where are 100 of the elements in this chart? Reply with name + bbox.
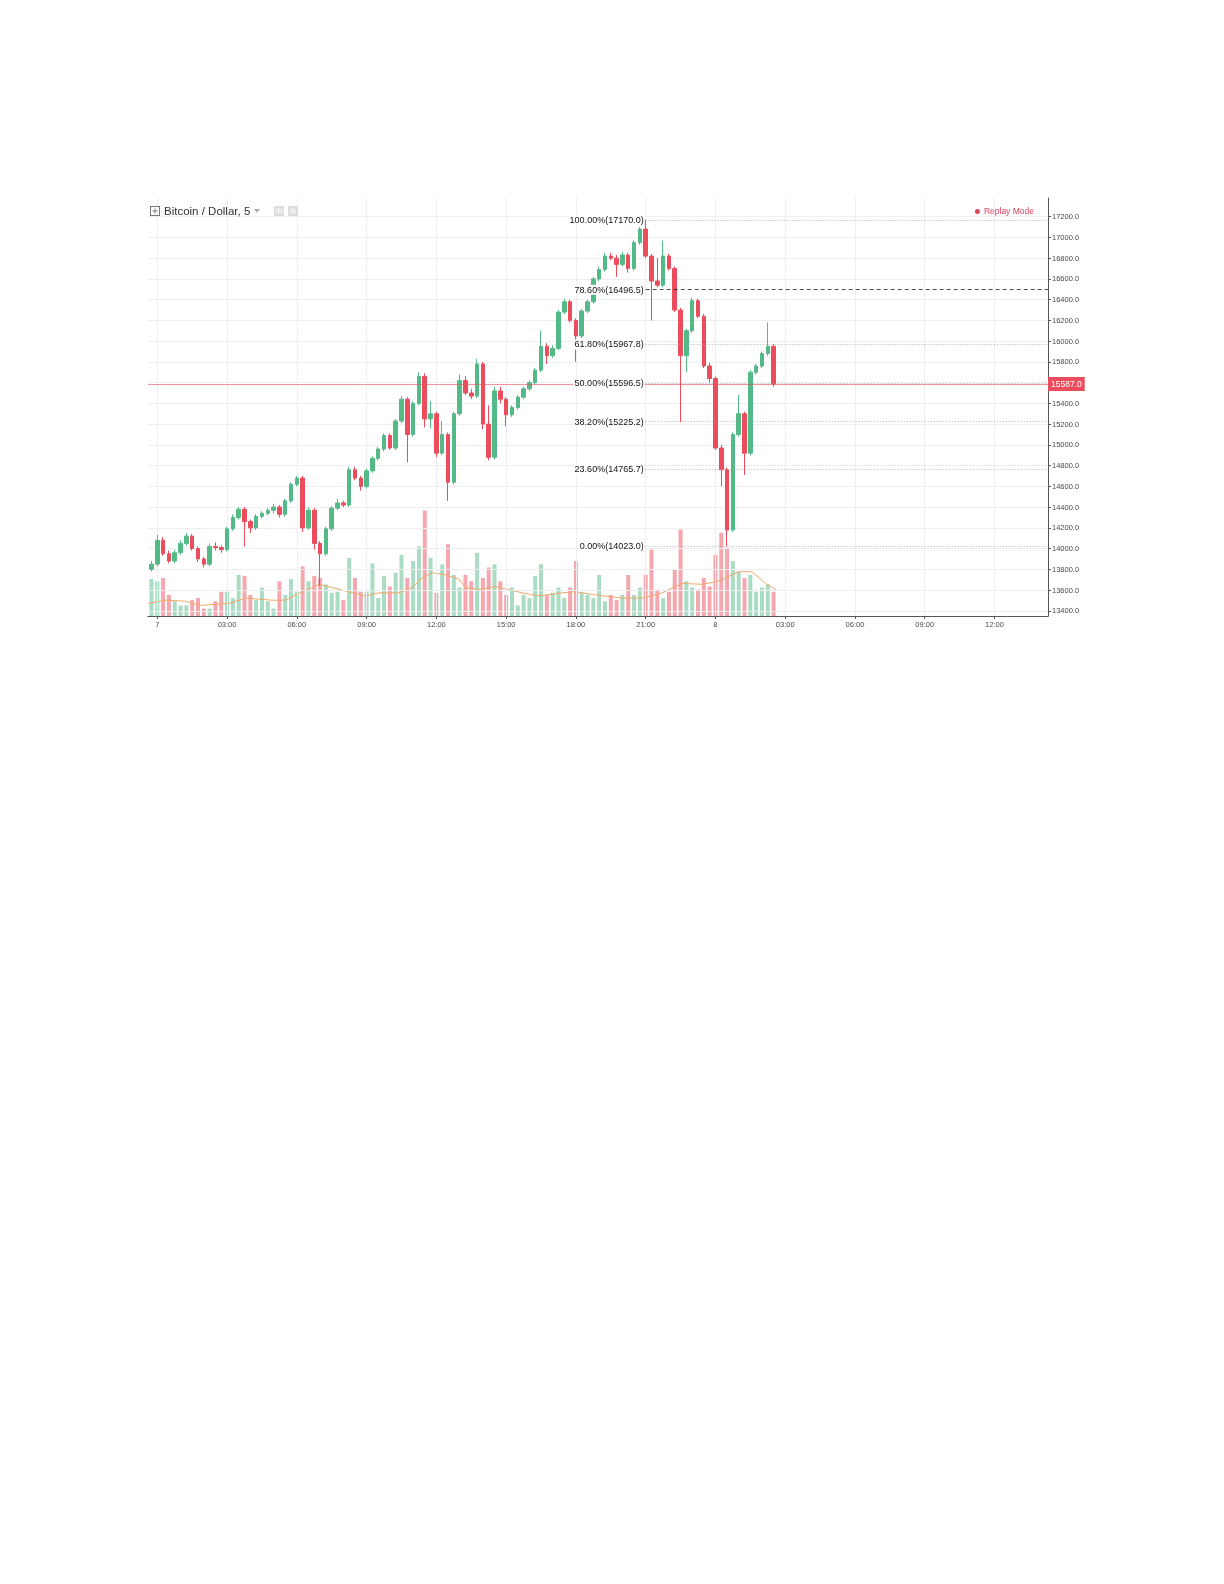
bar [533, 575, 538, 616]
ref-line-label: 23.60%(14765.7) [574, 464, 644, 475]
bar [469, 581, 474, 616]
candlestick [196, 546, 200, 563]
candlestick [161, 536, 165, 557]
candlestick [620, 251, 625, 267]
candlestick [405, 396, 410, 463]
bar [347, 558, 352, 616]
ref-line-label: 38.20%(15225.2) [574, 416, 644, 427]
bar [562, 598, 567, 616]
candlestick [382, 432, 386, 452]
bar [492, 564, 497, 616]
bar [440, 564, 445, 616]
candlestick [510, 404, 514, 418]
bar [352, 578, 357, 616]
candlestick [638, 226, 642, 246]
bar [329, 592, 334, 616]
ref-line-label: 50.00%(15596.5) [574, 377, 644, 388]
bar [312, 575, 317, 616]
bar [597, 574, 602, 616]
candlestick [545, 342, 549, 365]
bar [719, 532, 724, 616]
candlestick [417, 371, 421, 406]
candlestick [225, 526, 229, 553]
bar [387, 586, 392, 616]
candlestick [603, 252, 607, 273]
candlestick [347, 466, 351, 508]
bar [480, 578, 485, 616]
ref-line-label: 78.60%(16496.5) [574, 284, 644, 295]
candlestick [289, 481, 293, 504]
candlestick [440, 420, 444, 456]
candlestick [742, 411, 747, 476]
bar [602, 601, 607, 616]
candlestick [568, 299, 572, 323]
candlestick [492, 386, 497, 460]
bar [742, 578, 747, 616]
candlestick [190, 533, 194, 552]
bar [690, 587, 695, 616]
candlestick [277, 504, 282, 518]
candlestick [359, 475, 363, 491]
bar [684, 581, 689, 616]
ref-line-label: 0.00%(14023.0) [579, 541, 644, 552]
bar [335, 591, 340, 616]
bar [701, 578, 706, 616]
bar [579, 592, 584, 616]
bar [666, 591, 671, 616]
candlestick [202, 556, 206, 568]
bar [382, 575, 387, 616]
candlestick [411, 400, 415, 438]
bar [289, 579, 294, 616]
bar [672, 569, 677, 616]
candlestick [167, 550, 171, 564]
candlestick [475, 358, 479, 399]
bar [376, 598, 381, 616]
bar [451, 574, 456, 616]
candlestick [434, 411, 439, 458]
bar [416, 546, 421, 616]
candlestick [254, 513, 258, 531]
bar [341, 600, 346, 616]
bar [626, 574, 631, 616]
bar [428, 558, 433, 616]
bar [277, 581, 282, 616]
candlestick [766, 321, 770, 357]
bar [486, 567, 491, 616]
candlestick [539, 330, 543, 373]
bar [172, 601, 177, 616]
bar [161, 578, 166, 616]
bar [446, 544, 450, 616]
bar [661, 598, 666, 616]
bar [236, 574, 241, 616]
candlestick [760, 351, 764, 369]
bar [765, 584, 770, 616]
bar [463, 574, 468, 616]
candlestick [353, 466, 357, 481]
bar [614, 600, 619, 616]
bar [149, 579, 154, 616]
candlestick [260, 510, 264, 519]
bar [411, 561, 416, 616]
candlestick [341, 500, 346, 508]
candlestick [626, 252, 630, 274]
bar [306, 581, 311, 616]
bar [678, 529, 683, 616]
candlestick [632, 240, 636, 272]
bar [265, 601, 270, 616]
candlestick [661, 240, 665, 288]
bar [696, 589, 700, 616]
bar [254, 600, 259, 616]
candlestick [428, 400, 433, 429]
bar [539, 564, 544, 616]
bar [498, 581, 503, 616]
bar [475, 552, 480, 616]
candlestick [283, 498, 287, 517]
ref-line-label: 15587.0 [1051, 378, 1082, 389]
candlestick [388, 432, 392, 451]
bar [754, 591, 759, 616]
bar [544, 594, 549, 616]
bar [323, 584, 328, 616]
bar [730, 561, 735, 616]
bar [509, 587, 514, 616]
ref-line-label: 61.80%(15967.8) [574, 339, 644, 350]
